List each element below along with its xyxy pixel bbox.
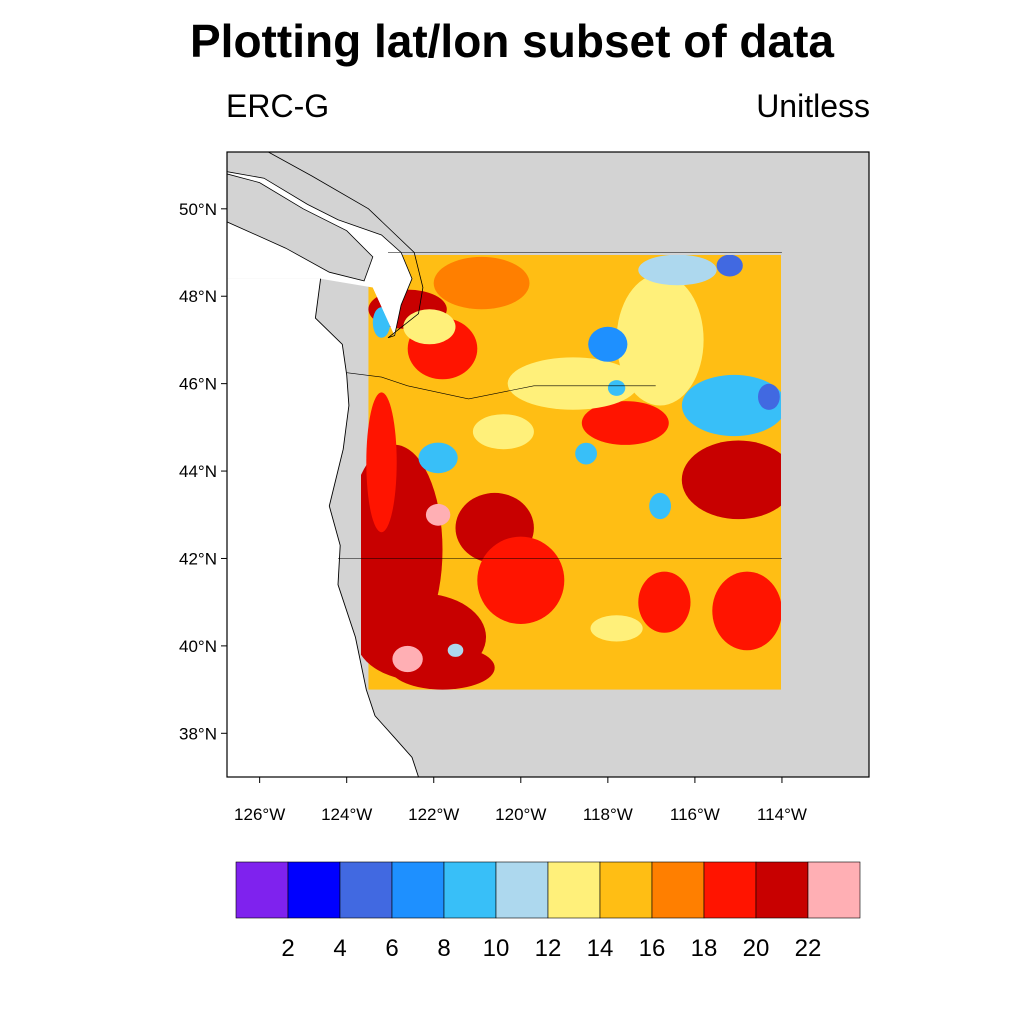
colorbar-box-3 xyxy=(391,861,445,919)
colorbar: 2 4 6 8 10 12 14 16 18 20 22 xyxy=(235,861,861,962)
heatmap-cell-17 xyxy=(655,514,726,559)
lon-tick-label-5: 116°W xyxy=(670,805,720,824)
lat-tick-label-3: 44°N xyxy=(179,462,217,481)
colorbar-box-10 xyxy=(755,861,809,919)
lon-tick-label-2: 122°W xyxy=(408,805,459,824)
heatmap-cell-25 xyxy=(716,255,743,277)
colorbar-box-6 xyxy=(547,861,601,919)
colorbar-box-1 xyxy=(287,861,341,919)
heatmap-layer xyxy=(361,255,781,691)
lat-tick-label-2: 46°N xyxy=(179,375,217,394)
colorbar-box-11 xyxy=(807,861,861,919)
lon-tick-label-3: 120°W xyxy=(495,805,546,824)
colorbar-label-6: 14 xyxy=(587,935,614,962)
lat-tick-label-5: 40°N xyxy=(179,637,217,656)
lat-tick-label-1: 48°N xyxy=(179,287,217,306)
heatmap-cell-8 xyxy=(681,440,781,520)
state-boundary-0 xyxy=(346,372,656,400)
mainland-coastline xyxy=(227,152,424,339)
map-frame xyxy=(226,151,870,778)
colorbar-box-2 xyxy=(339,861,393,919)
heatmap-cell-12 xyxy=(433,256,530,310)
lat-tick-label-6: 38°N xyxy=(179,724,217,743)
heatmap-cell-11 xyxy=(638,571,691,633)
lon-tick-label-6: 114°W xyxy=(757,805,807,824)
heatmap-cell-19 xyxy=(681,374,781,437)
heatmap-cell-27 xyxy=(575,442,597,465)
lon-tick-label-1: 124°W xyxy=(321,805,372,824)
colorbar-box-0 xyxy=(235,861,289,919)
heatmap-cell-14 xyxy=(472,414,534,450)
heatmap-cell-29 xyxy=(425,503,451,526)
heatmap-cell-22 xyxy=(649,492,671,520)
lon-tick-label-0: 126°W xyxy=(234,805,285,824)
coastline-layer xyxy=(227,152,782,777)
heatmap-cell-31 xyxy=(447,643,464,657)
heatmap-cell-23 xyxy=(758,383,780,410)
heatmap-cell-7 xyxy=(477,536,565,624)
latitude-axis: 50°N 48°N 46°N 44°N 42°N 40°N 38°N xyxy=(179,200,227,743)
heatmap-cell-21 xyxy=(418,442,458,474)
colorbar-box-8 xyxy=(651,861,705,919)
coastline xyxy=(314,278,419,777)
colorbar-label-1: 4 xyxy=(333,935,346,962)
colorbar-label-10: 22 xyxy=(795,935,822,962)
pacific-ocean xyxy=(227,278,419,777)
colorbar-label-9: 20 xyxy=(743,935,770,962)
heatmap-cell-20 xyxy=(588,326,628,362)
vancouver-island xyxy=(227,173,374,282)
heatmap-cell-13 xyxy=(507,357,639,410)
longitude-axis: 126°W 124°W 122°W 120°W 118°W 116°W 114°W xyxy=(234,777,807,824)
heatmap-cell-18 xyxy=(403,309,456,345)
colorbar-label-2: 6 xyxy=(385,935,398,962)
colorbar-label-8: 18 xyxy=(691,935,718,962)
units-subtitle: Unitless xyxy=(756,88,870,124)
colorbar-label-4: 10 xyxy=(483,935,510,962)
colorbar-label-3: 8 xyxy=(437,935,450,962)
heatmap-cell-28 xyxy=(607,380,626,396)
heatmap-cell-30 xyxy=(392,645,423,673)
colorbar-box-7 xyxy=(599,861,653,919)
heatmap-cell-16 xyxy=(590,615,643,642)
colorbar-box-4 xyxy=(443,861,497,919)
colorbar-box-5 xyxy=(495,861,549,919)
colorbar-box-9 xyxy=(703,861,757,919)
heatmap-cell-10 xyxy=(712,571,781,651)
heatmap-cell-24 xyxy=(638,255,717,286)
heatmap-cell-5 xyxy=(366,392,397,533)
colorbar-label-5: 12 xyxy=(535,935,562,962)
variable-name-subtitle: ERC-G xyxy=(226,88,330,124)
lat-tick-label-4: 42°N xyxy=(179,549,217,568)
lon-tick-label-4: 118°W xyxy=(583,805,633,824)
colorbar-label-0: 2 xyxy=(281,935,294,962)
lat-tick-label-0: 50°N xyxy=(179,200,217,219)
heatmap-cell-15 xyxy=(616,274,704,406)
colorbar-label-7: 16 xyxy=(639,935,666,962)
heatmap-cell-9 xyxy=(581,401,669,445)
page-title: Plotting lat/lon subset of data xyxy=(190,15,834,67)
